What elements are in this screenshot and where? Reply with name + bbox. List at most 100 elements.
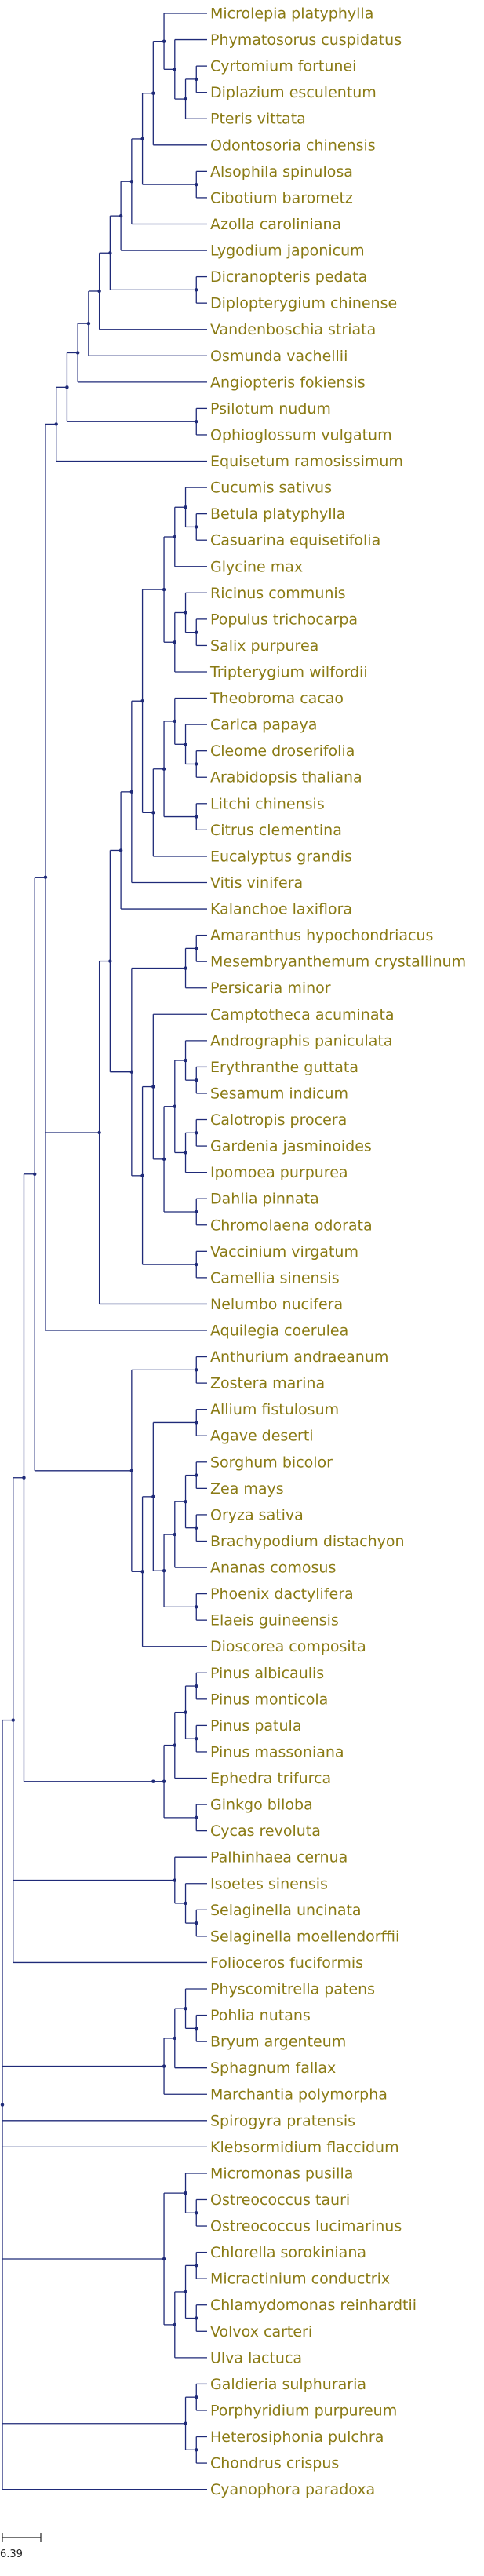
taxon-label: Bryum argenteum	[210, 2034, 346, 2051]
taxon-label: Pinus patula	[210, 1717, 301, 1735]
taxon-label: Lygodium japonicum	[210, 243, 365, 260]
taxon-label: Azolla caroliniana	[210, 216, 341, 233]
taxon-label: Selaginella uncinata	[210, 1902, 362, 1919]
node-dot	[195, 182, 198, 187]
taxon-label: Isoetes sinensis	[210, 1875, 328, 1892]
taxon-label: Ulva lactuca	[210, 2349, 302, 2366]
node-dot	[184, 97, 187, 101]
taxon-label: Litchi chinensis	[210, 795, 325, 812]
taxon-label: Erythranthe guttata	[210, 1059, 358, 1076]
node-dot	[140, 1173, 144, 1178]
node-dot	[195, 630, 198, 634]
node-dot	[162, 767, 166, 771]
scale-bar: 6.39	[0, 2533, 42, 2560]
taxon-label: Phymatosorus cuspidatus	[210, 31, 402, 49]
node-dot	[184, 1499, 187, 1504]
node-dot	[184, 1710, 187, 1714]
taxon-label: Spirogyra pratensis	[210, 2112, 355, 2129]
node-dot	[184, 2006, 187, 2011]
node-dot	[195, 419, 198, 424]
root-node-dot	[0, 2103, 5, 2107]
node-dot	[118, 848, 123, 852]
taxon-label: Cycas revoluta	[210, 1823, 321, 1840]
scale-bar-label: 6.39	[0, 2549, 23, 2560]
node-dot	[195, 1921, 198, 1925]
node-dot	[43, 875, 48, 879]
taxon-label: Kalanchoe laxiflora	[210, 901, 352, 918]
taxon-label: Cucumis sativus	[210, 480, 332, 497]
node-dot	[118, 213, 123, 218]
taxon-label: Volvox carteri	[210, 2323, 312, 2341]
taxon-label: Carica papaya	[210, 717, 317, 734]
taxon-label: Populus trichocarpa	[210, 611, 358, 628]
node-dot	[173, 1743, 176, 1747]
taxon-label: Palhinhaea cernua	[210, 1849, 348, 1866]
taxon-label: Agave deserti	[210, 1428, 314, 1445]
taxon-label: Dioscorea composita	[210, 1638, 366, 1655]
taxon-label: Chromolaena odorata	[210, 1217, 373, 1234]
node-dot	[11, 1718, 15, 1722]
taxon-label: Vitis vinifera	[210, 874, 303, 892]
taxon-label: Ananas comosus	[210, 1560, 336, 1577]
taxon-label: Camellia sinensis	[210, 1269, 340, 1286]
node-dot	[129, 1469, 134, 1473]
taxon-label: Sesamum indicum	[210, 1085, 348, 1102]
taxon-label: Oryza sativa	[210, 1506, 304, 1523]
node-dot	[86, 321, 91, 326]
node-dot	[108, 959, 112, 963]
taxon-label: Vaccinium virgatum	[210, 1243, 358, 1261]
node-dot	[195, 947, 198, 950]
node-dot	[75, 351, 80, 355]
node-dot	[151, 1779, 155, 1783]
taxon-label: Diplazium esculentum	[210, 84, 377, 101]
node-dot	[195, 2395, 198, 2399]
node-dot	[173, 719, 176, 724]
node-dot	[195, 1421, 198, 1425]
node-dot	[195, 1684, 198, 1688]
node-dot	[162, 39, 166, 43]
node-dot	[195, 1262, 198, 1267]
node-dot	[108, 251, 112, 255]
taxon-label: Elaeis guineensis	[210, 1612, 339, 1629]
taxon-label: Angiopteris fokiensis	[210, 374, 366, 391]
taxon-label: Betula platyphylla	[210, 505, 345, 523]
node-dot	[195, 1473, 198, 1477]
node-dot	[195, 77, 198, 82]
node-dot	[195, 1078, 198, 1082]
node-dot	[173, 640, 176, 644]
node-dot	[129, 1070, 134, 1074]
node-dot	[173, 2036, 176, 2041]
taxon-label: Cyrtomium fortunei	[210, 58, 356, 75]
taxon-label: Ephedra trifurca	[210, 1770, 331, 1787]
taxon-label: Ricinus communis	[210, 585, 346, 602]
taxon-label: Ostreococcus lucimarinus	[210, 2218, 402, 2235]
taxon-label: Chlamydomonas reinhardtii	[210, 2297, 417, 2314]
taxon-label: Heterosiphonia pulchra	[210, 2428, 384, 2446]
node-dot	[151, 91, 155, 95]
node-dot	[173, 535, 176, 539]
node-dot	[162, 587, 166, 592]
taxon-label: Anthurium andraeanum	[210, 1348, 388, 1366]
node-dot	[151, 1494, 155, 1499]
taxon-label: Pteris vittata	[210, 111, 306, 128]
node-dot	[173, 2322, 176, 2327]
taxon-label: Sphagnum fallax	[210, 2060, 336, 2077]
taxon-label: Theobroma cacao	[209, 690, 344, 707]
taxon-labels: Microlepia platyphylla Phymatosorus cuspi…	[209, 5, 466, 2499]
taxon-label: Casuarina equisetifolia	[210, 532, 380, 549]
taxon-label: Vandenboschia striata	[210, 321, 376, 338]
taxon-label: Persicaria minor	[210, 980, 331, 997]
node-dot	[195, 1210, 198, 1214]
taxon-label: Galdieria sulphuraria	[210, 2376, 366, 2393]
taxon-label: Aquilegia coerulea	[210, 1323, 348, 1340]
taxon-label: Selaginella moellendorffii	[210, 1928, 399, 1945]
taxon-label: Andrographis paniculata	[210, 1032, 392, 1049]
node-dot	[195, 1605, 198, 1609]
node-dot	[195, 2316, 198, 2320]
taxon-label: Sorghum bicolor	[210, 1454, 333, 1471]
node-dot	[54, 422, 58, 426]
taxon-label: Eucalyptus grandis	[210, 848, 352, 865]
node-dot	[184, 611, 187, 615]
taxon-label: Pinus monticola	[210, 1691, 328, 1708]
